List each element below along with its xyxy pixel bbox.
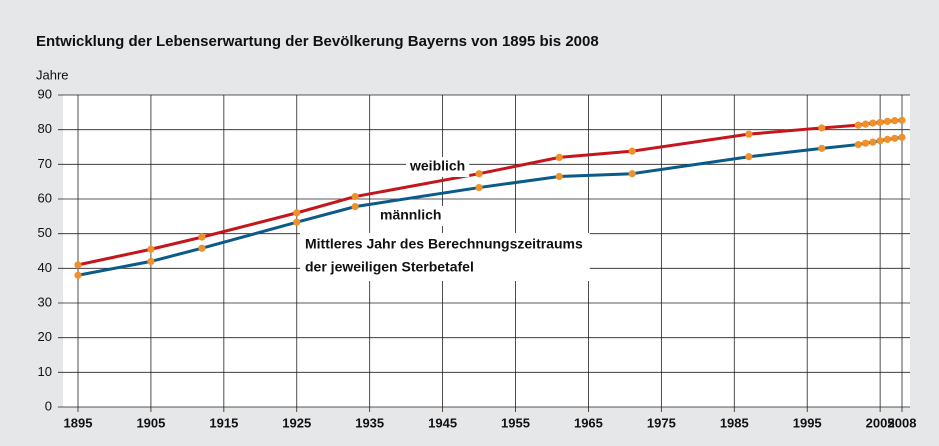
data-point bbox=[818, 124, 826, 132]
data-point bbox=[74, 261, 82, 269]
label-bg bbox=[376, 206, 446, 226]
chart-title: Entwicklung der Lebenserwartung der Bevö… bbox=[36, 33, 599, 50]
data-point bbox=[555, 172, 563, 181]
data-point bbox=[198, 244, 206, 252]
x-tick-label: 1965 bbox=[574, 415, 603, 430]
data-point bbox=[745, 130, 753, 138]
data-point bbox=[818, 144, 826, 152]
y-tick-label: 10 bbox=[38, 364, 52, 379]
data-point bbox=[898, 116, 906, 124]
y-tick-label: 70 bbox=[38, 156, 52, 171]
x-tick-label: 1935 bbox=[355, 415, 384, 430]
y-tick-label: 20 bbox=[38, 329, 52, 344]
data-point bbox=[891, 117, 899, 125]
x-tick-label: 1985 bbox=[720, 415, 749, 430]
y-axis-label: Jahre bbox=[36, 67, 69, 82]
data-point bbox=[861, 120, 870, 128]
data-point bbox=[891, 134, 899, 142]
data-point bbox=[898, 133, 906, 141]
data-point bbox=[351, 203, 359, 211]
y-tick-label: 50 bbox=[38, 225, 52, 240]
x-tick-label: 1955 bbox=[501, 415, 530, 430]
x-tick-label: 1975 bbox=[647, 415, 676, 430]
data-point bbox=[628, 170, 636, 178]
data-point bbox=[883, 135, 892, 143]
data-point bbox=[861, 139, 870, 147]
data-point bbox=[147, 245, 155, 253]
data-point bbox=[745, 153, 753, 161]
series-label: männlich bbox=[380, 207, 441, 223]
series-label: weiblich bbox=[409, 158, 465, 174]
annotation: Mittleres Jahr des Berechnungszeitraums bbox=[305, 236, 583, 252]
x-tick-label: 1915 bbox=[209, 415, 238, 430]
data-point bbox=[555, 153, 563, 161]
y-tick-label: 40 bbox=[38, 260, 52, 275]
data-point bbox=[876, 137, 884, 145]
label-bg bbox=[406, 157, 470, 177]
data-point bbox=[198, 233, 206, 241]
x-tick-label: 1945 bbox=[428, 415, 457, 430]
data-point bbox=[883, 117, 892, 125]
data-point bbox=[293, 218, 301, 226]
y-tick-label: 0 bbox=[45, 398, 52, 413]
x-tick-label: 2005 bbox=[866, 415, 895, 430]
data-point bbox=[854, 121, 862, 129]
x-tick-label: 1905 bbox=[136, 415, 165, 430]
data-point bbox=[876, 118, 884, 126]
x-tick-label: 1995 bbox=[793, 415, 822, 430]
data-point bbox=[869, 138, 877, 146]
annotation-bg bbox=[300, 233, 590, 281]
data-point bbox=[475, 183, 483, 192]
data-point bbox=[475, 170, 483, 178]
annotation: der jeweiligen Sterbetafel bbox=[305, 259, 474, 275]
x-tick-label: 2008 bbox=[888, 415, 917, 430]
data-point bbox=[854, 140, 862, 149]
y-tick-label: 80 bbox=[38, 121, 52, 136]
data-point bbox=[351, 192, 359, 201]
data-point bbox=[628, 147, 636, 155]
x-tick-label: 1925 bbox=[282, 415, 311, 430]
y-tick-label: 30 bbox=[38, 294, 52, 309]
data-point bbox=[293, 209, 301, 217]
data-point bbox=[869, 119, 877, 127]
x-tick-label: 1895 bbox=[64, 415, 93, 430]
data-point bbox=[147, 257, 155, 265]
y-tick-label: 60 bbox=[38, 190, 52, 205]
y-tick-label: 90 bbox=[38, 86, 52, 101]
data-point bbox=[74, 271, 82, 279]
